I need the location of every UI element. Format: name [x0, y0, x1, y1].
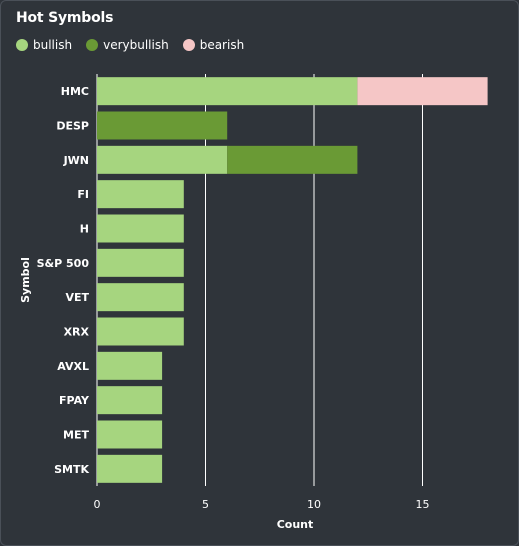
bar-bullish-6: [97, 283, 184, 312]
bar-bullish-7: [97, 317, 184, 346]
bar-bullish-4: [97, 214, 184, 243]
x-tick-label-10: 10: [307, 498, 321, 511]
legend-swatch-bullish: [16, 39, 28, 51]
bar-bearish-0: [357, 77, 488, 106]
y-tick-label: VET: [65, 291, 89, 304]
y-axis-title: Symbol: [19, 257, 32, 303]
bar-bullish-10: [97, 420, 163, 449]
y-tick-label: SMTK: [54, 463, 89, 476]
bar-bullish-0: [97, 77, 358, 106]
legend-item-bearish[interactable]: bearish: [182, 38, 245, 52]
x-tick-label-15: 15: [416, 498, 430, 511]
x-tick-label-5: 5: [202, 498, 209, 511]
y-tick-label: HMC: [61, 85, 89, 98]
y-tick-label: H: [80, 223, 89, 236]
bar-bullish-11: [97, 454, 163, 483]
legend-swatch-bearish: [182, 39, 195, 51]
y-tick-label: XRX: [64, 326, 90, 339]
chart-title: Hot Symbols: [16, 10, 114, 26]
chart-legend: bullish verybullish bearish: [16, 38, 244, 52]
legend-item-verybullish[interactable]: verybullish: [86, 38, 169, 52]
bar-bullish-3: [97, 180, 184, 209]
y-tick-label: FI: [77, 188, 89, 201]
bar-bullish-8: [97, 351, 163, 380]
bar-bullish-2: [97, 145, 228, 174]
bar-bullish-5: [97, 248, 184, 277]
y-tick-label: MET: [63, 429, 89, 442]
y-tick-label: AVXL: [57, 360, 89, 373]
legend-swatch-verybullish: [86, 39, 99, 51]
y-tick-label: FPAY: [59, 394, 90, 407]
x-tick-label-0: 0: [94, 498, 101, 511]
bar-bullish-9: [97, 386, 163, 415]
y-tick-label: S&P 500: [37, 257, 90, 270]
legend-label-bullish: bullish: [33, 38, 73, 52]
bar-verybullish-1: [97, 111, 228, 140]
x-axis-title: Count: [277, 518, 314, 531]
legend-item-bullish[interactable]: bullish: [16, 38, 72, 52]
y-tick-label: JWN: [63, 154, 89, 167]
bar-verybullish-2: [227, 145, 358, 174]
legend-label-bearish: bearish: [199, 38, 245, 52]
legend-label-verybullish: verybullish: [103, 38, 169, 52]
y-tick-label: DESP: [56, 120, 89, 133]
